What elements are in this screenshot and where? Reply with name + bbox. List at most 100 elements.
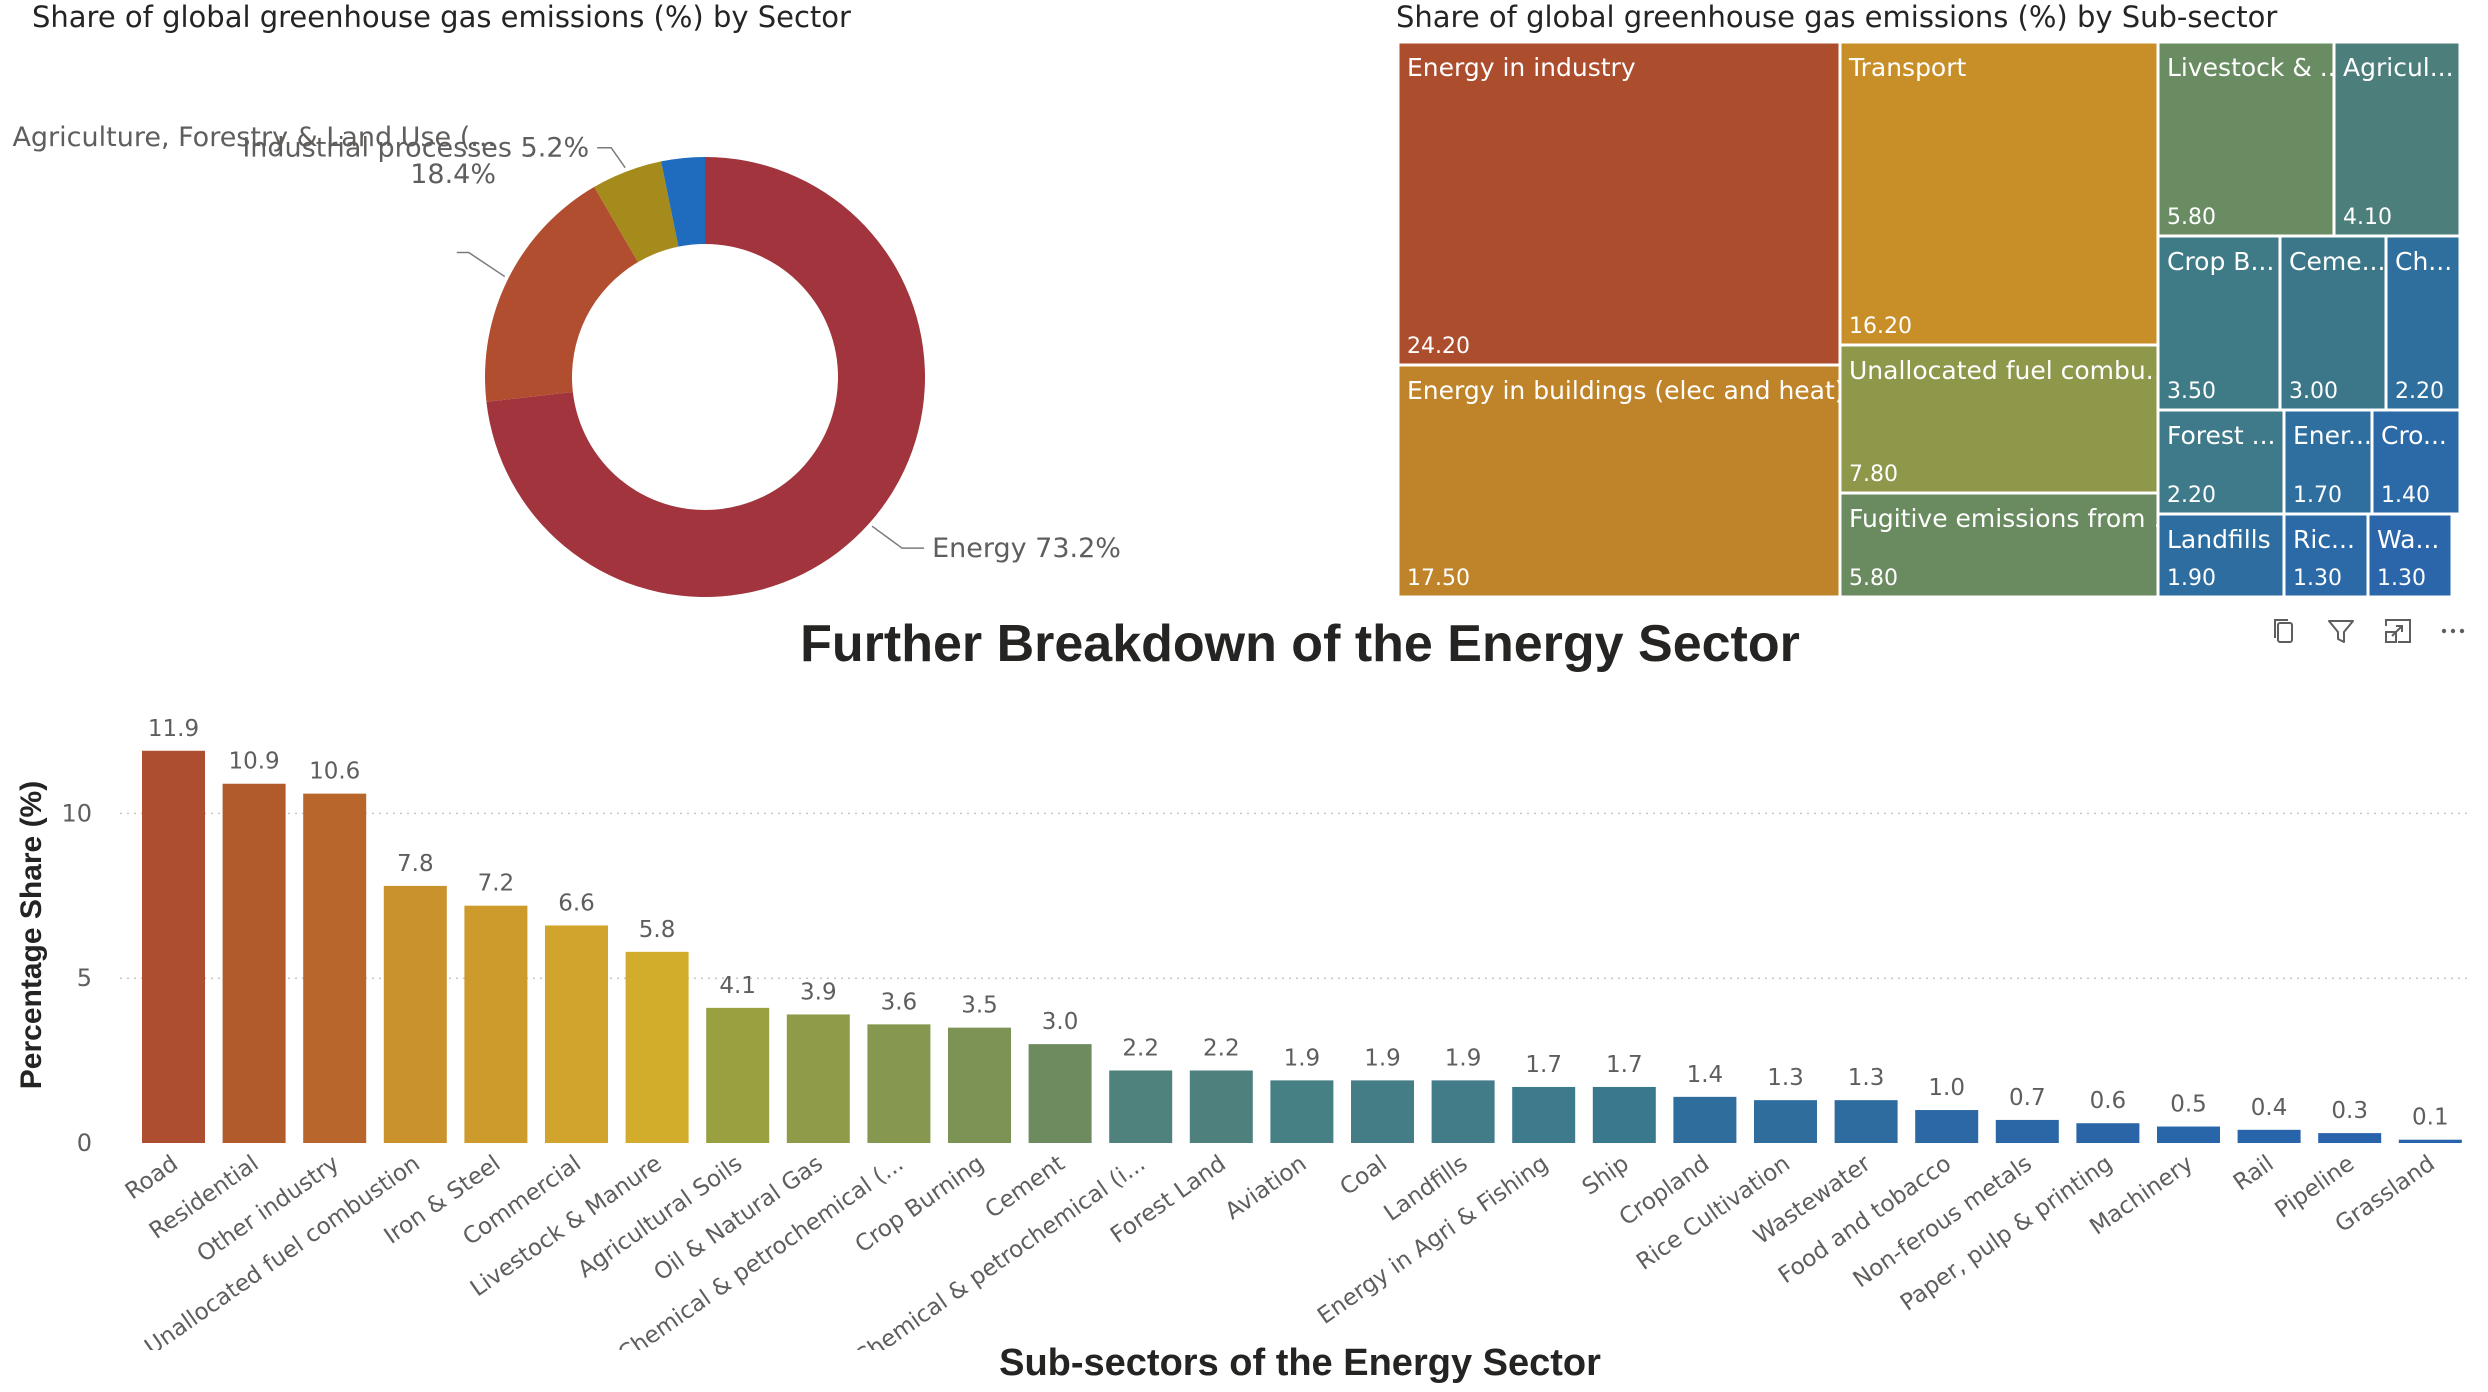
- visual-header-toolbar: [2268, 614, 2470, 648]
- treemap-tile-rect: [1396, 40, 1843, 367]
- bar-value-label: 1.4: [1687, 1062, 1724, 1088]
- treemap-tile-label: Energy in industry: [1407, 53, 1636, 82]
- bar-value-label: 2.2: [1203, 1035, 1240, 1061]
- bar-value-label: 1.7: [1606, 1052, 1643, 1078]
- bar-value-label: 10.9: [228, 749, 279, 775]
- bar-chart-x-axis-label: Sub-sectors of the Energy Sector: [999, 1342, 1601, 1384]
- bar-10: [948, 1027, 1011, 1143]
- donut-slice-0: [486, 157, 925, 597]
- treemap-chart: Energy in industry 24.20 Energy in buildin…: [1396, 40, 2462, 599]
- y-tick-label: 5: [77, 964, 92, 992]
- copy-icon[interactable]: [2268, 614, 2302, 648]
- donut-leader-line: [871, 525, 925, 549]
- bar-value-label: 0.4: [2251, 1095, 2288, 1121]
- donut-leader-line: [597, 146, 626, 169]
- treemap-title: Share of global greenhouse gas emissions…: [1396, 0, 2278, 34]
- treemap-tile-10: Forest ... 2.20: [2156, 408, 2286, 516]
- bar-7: [706, 1007, 770, 1143]
- more-options-icon[interactable]: [2436, 614, 2470, 648]
- bar-value-label: 1.3: [1848, 1065, 1885, 1091]
- treemap-tile-11: Ener... 1.70: [2282, 408, 2374, 516]
- bar-25: [2157, 1126, 2220, 1143]
- treemap-tile-value: 24.20: [1407, 334, 1470, 359]
- bar-value-label: 6.6: [558, 890, 595, 916]
- treemap-tile-rect: [2282, 408, 2374, 516]
- treemap-tile-value: 1.30: [2293, 566, 2342, 591]
- bar-value-label: 1.3: [1767, 1065, 1804, 1091]
- bar-28: [2398, 1139, 2462, 1143]
- bar-23: [1995, 1119, 2059, 1143]
- bar-5: [545, 925, 608, 1143]
- treemap-tile-label: Ric...: [2293, 525, 2355, 554]
- bar-21: [1834, 1100, 1898, 1143]
- treemap-tile-rect: [2156, 408, 2286, 516]
- bar-value-label: 11.9: [148, 716, 199, 742]
- treemap-tile-value: 3.50: [2167, 379, 2216, 404]
- x-tick-label: Ship: [1578, 1151, 1634, 1201]
- bar-value-label: 3.0: [1042, 1009, 1079, 1035]
- treemap-tile-14: Ric... 1.30: [2282, 512, 2370, 599]
- donut-chart-title: Share of global greenhouse gas emissions…: [32, 0, 851, 34]
- treemap-tile-rect: [1396, 363, 1843, 599]
- bar-value-label: 2.2: [1122, 1035, 1159, 1061]
- x-tick-label: Road: [121, 1151, 183, 1205]
- focus-mode-icon[interactable]: [2380, 614, 2414, 648]
- bar-value-label: 7.8: [397, 851, 434, 877]
- donut-slice-3: [661, 157, 705, 247]
- treemap-tile-label: Crop B...: [2167, 247, 2274, 276]
- bar-value-label: 0.5: [2170, 1092, 2207, 1118]
- treemap-tile-12: Cro... 1.40: [2370, 408, 2462, 516]
- y-tick-label: 0: [77, 1129, 92, 1157]
- treemap-tile-value: 7.80: [1849, 462, 1898, 487]
- treemap-tile-9: Ch... 2.20: [2384, 234, 2462, 412]
- bar-24: [2076, 1123, 2140, 1143]
- bar-6: [625, 951, 689, 1143]
- bar-9: [867, 1024, 931, 1143]
- treemap-tile-rect: [1838, 40, 2160, 347]
- filter-icon[interactable]: [2324, 614, 2358, 648]
- treemap-tile-7: Crop B... 3.50: [2156, 234, 2282, 412]
- bar-19: [1673, 1096, 1737, 1143]
- bar-value-label: 4.1: [719, 973, 756, 999]
- x-tick-label: Unallocated fuel combustion: [140, 1151, 424, 1350]
- treemap-tile-rect: [2156, 40, 2336, 238]
- treemap-tile-6: Agricul... 4.10: [2332, 40, 2462, 238]
- treemap-tile-label: Unallocated fuel combu...: [1849, 356, 2170, 385]
- treemap-tile-label: Energy in buildings (elec and heat): [1407, 376, 1845, 405]
- treemap-tile-label: Fugitive emissions from ...: [1849, 504, 2177, 533]
- bar-18: [1592, 1086, 1656, 1143]
- bar-15: [1351, 1080, 1414, 1143]
- bar-value-label: 1.9: [1284, 1045, 1321, 1071]
- treemap-tile-value: 1.70: [2293, 483, 2342, 508]
- treemap-tile-label: Ceme...: [2289, 247, 2385, 276]
- treemap-tile-label: Wa...: [2377, 525, 2439, 554]
- treemap-tile-label: Agricul...: [2343, 53, 2454, 82]
- donut-value-agriculture: 18.4%: [410, 159, 496, 190]
- bar-value-label: 0.1: [2412, 1105, 2449, 1131]
- treemap-tile-13: Landfills 1.90: [2156, 512, 2286, 599]
- treemap-tile-label: Livestock & ...: [2167, 53, 2344, 82]
- donut-label-energy: Energy 73.2%: [932, 533, 1121, 564]
- bar-22: [1915, 1110, 1979, 1143]
- bar-16: [1431, 1080, 1495, 1143]
- bar-value-label: 1.0: [1928, 1075, 1965, 1101]
- bar-12: [1109, 1070, 1173, 1143]
- bar-value-label: 10.6: [309, 759, 360, 785]
- donut-chart: Energy 73.2% Agriculture, Forestry & Land…: [12, 122, 1121, 597]
- bar-value-label: 0.7: [2009, 1085, 2046, 1111]
- bar-value-label: 7.2: [478, 871, 515, 897]
- bar-value-label: 5.8: [639, 917, 676, 943]
- y-tick-label: 10: [61, 799, 92, 827]
- treemap-tile-rect: [2156, 512, 2286, 599]
- treemap-tile-value: 16.20: [1849, 314, 1912, 339]
- treemap-tile-15: Wa... 1.30: [2366, 512, 2454, 599]
- treemap-tile-3: Unallocated fuel combu... 7.80: [1838, 343, 2170, 495]
- treemap-tile-value: 1.90: [2167, 566, 2216, 591]
- x-tick-label: Aviation: [1221, 1151, 1312, 1225]
- treemap-tile-value: 3.00: [2289, 379, 2338, 404]
- bar-26: [2237, 1129, 2301, 1143]
- bar-value-label: 3.9: [800, 979, 837, 1005]
- treemap-tile-label: Transport: [1848, 53, 1967, 82]
- bar-value-label: 0.6: [2090, 1088, 2127, 1114]
- treemap-tile-label: Ch...: [2395, 247, 2452, 276]
